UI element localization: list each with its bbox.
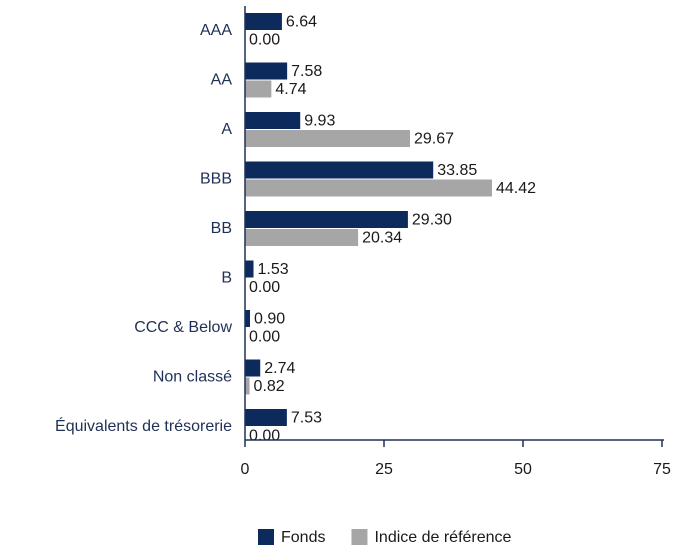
bar [245, 229, 359, 246]
value-label: 0.00 [249, 279, 280, 296]
value-label: 4.74 [275, 81, 306, 98]
value-label: 33.85 [437, 162, 477, 179]
x-tick-label: 75 [653, 461, 671, 478]
category-label: BB [211, 220, 232, 237]
legend-swatch [258, 529, 274, 545]
bar [245, 179, 492, 197]
value-label: 0.82 [254, 378, 285, 395]
legend-swatch [351, 529, 368, 545]
bar [245, 13, 282, 30]
legend-label: Indice de référence [374, 529, 511, 546]
bar [245, 359, 261, 377]
bar [245, 161, 434, 179]
category-label: AAA [200, 22, 232, 39]
bar [245, 62, 288, 80]
legend-label: Fonds [281, 529, 325, 546]
value-label: 7.58 [291, 63, 322, 80]
x-tick-label: 50 [514, 461, 532, 478]
value-label: 9.93 [304, 113, 335, 130]
category-label: BBB [200, 171, 232, 188]
value-label: 0.90 [254, 311, 285, 328]
value-label: 7.53 [291, 410, 322, 427]
x-tick-label: 0 [241, 461, 250, 478]
bar [245, 377, 250, 395]
value-label: 6.64 [286, 14, 317, 31]
bar [245, 310, 251, 327]
value-label: 2.74 [264, 360, 295, 377]
bar [245, 80, 272, 98]
category-label: B [221, 270, 232, 287]
category-label: A [221, 121, 232, 138]
category-label: Équivalents de trésorerie [55, 416, 232, 435]
bar [245, 409, 287, 426]
bar [245, 211, 408, 228]
value-label: 44.42 [496, 180, 536, 197]
value-label: 0.00 [249, 329, 280, 346]
bar [245, 260, 254, 278]
value-label: 20.34 [362, 230, 402, 247]
value-label: 0.00 [249, 32, 280, 49]
category-label: AA [211, 72, 233, 89]
x-tick-label: 25 [375, 461, 393, 478]
value-label: 0.00 [249, 428, 280, 445]
bar [245, 130, 410, 147]
category-label: CCC & Below [134, 319, 232, 336]
value-label: 29.67 [414, 131, 454, 148]
value-label: 29.30 [412, 212, 452, 229]
bar [245, 112, 301, 129]
value-label: 1.53 [258, 261, 289, 278]
category-label: Non classé [153, 369, 232, 386]
